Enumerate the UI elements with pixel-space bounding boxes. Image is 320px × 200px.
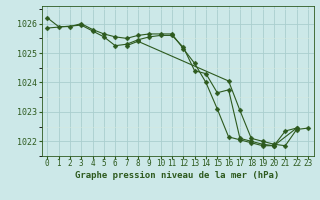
X-axis label: Graphe pression niveau de la mer (hPa): Graphe pression niveau de la mer (hPa) bbox=[76, 171, 280, 180]
